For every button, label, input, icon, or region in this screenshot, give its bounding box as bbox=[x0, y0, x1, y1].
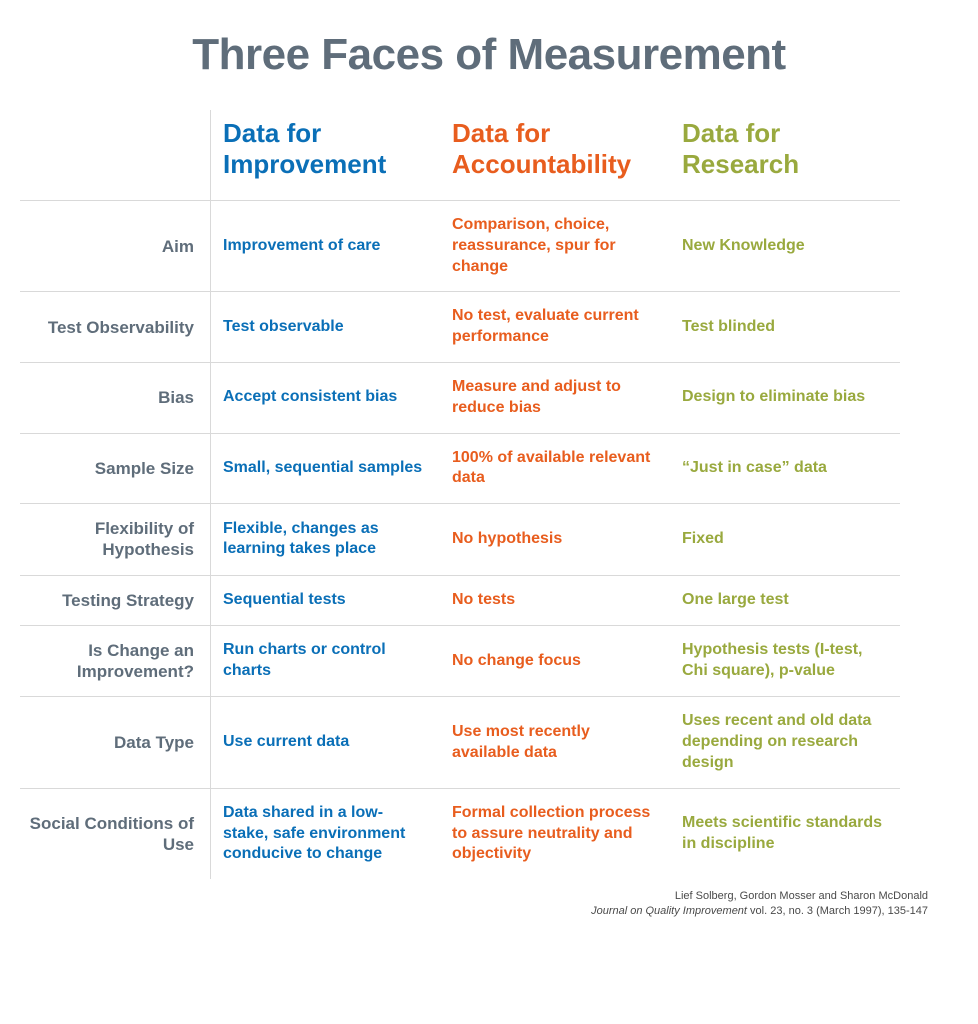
citation-details: vol. 23, no. 3 (March 1997), 135-147 bbox=[747, 905, 928, 917]
cell-improvement: Small, sequential samples bbox=[210, 433, 440, 504]
cell-accountability: Comparison, choice, reassurance, spur fo… bbox=[440, 200, 670, 291]
cell-research: Fixed bbox=[670, 503, 900, 575]
cell-accountability: No change focus bbox=[440, 625, 670, 697]
cell-improvement: Improvement of care bbox=[210, 200, 440, 291]
cell-accountability: No tests bbox=[440, 575, 670, 625]
row-label: Data Type bbox=[20, 696, 210, 787]
citation: Lief Solberg, Gordon Mosser and Sharon M… bbox=[20, 889, 958, 918]
cell-improvement: Sequential tests bbox=[210, 575, 440, 625]
cell-improvement: Use current data bbox=[210, 696, 440, 787]
cell-research: New Knowledge bbox=[670, 200, 900, 291]
citation-authors: Lief Solberg, Gordon Mosser and Sharon M… bbox=[675, 890, 928, 902]
cell-research: Hypothesis tests (I-test, Chi square), p… bbox=[670, 625, 900, 697]
col-header-improvement: Data for Improvement bbox=[210, 110, 440, 200]
cell-accountability: No test, evaluate current performance bbox=[440, 291, 670, 362]
row-label: Test Observability bbox=[20, 291, 210, 362]
cell-research: Test blinded bbox=[670, 291, 900, 362]
row-label: Social Conditions of Use bbox=[20, 788, 210, 879]
cell-improvement: Flexible, changes as learning takes plac… bbox=[210, 503, 440, 575]
cell-accountability: 100% of available relevant data bbox=[440, 433, 670, 504]
cell-improvement: Run charts or control charts bbox=[210, 625, 440, 697]
col-header-accountability: Data for Accountability bbox=[440, 110, 670, 200]
citation-journal: Journal on Quality Improvement bbox=[591, 905, 747, 917]
cell-accountability: Measure and adjust to reduce bias bbox=[440, 362, 670, 433]
comparison-table: Data for Improvement Data for Accountabi… bbox=[20, 110, 958, 879]
row-label: Sample Size bbox=[20, 433, 210, 504]
cell-improvement: Accept consistent bias bbox=[210, 362, 440, 433]
page-title: Three Faces of Measurement bbox=[20, 30, 958, 80]
cell-research: “Just in case” data bbox=[670, 433, 900, 504]
cell-research: Uses recent and old data depending on re… bbox=[670, 696, 900, 787]
row-label: Flexibility of Hypothesis bbox=[20, 503, 210, 575]
col-header-research: Data for Research bbox=[670, 110, 900, 200]
cell-research: One large test bbox=[670, 575, 900, 625]
cell-research: Design to eliminate bias bbox=[670, 362, 900, 433]
row-label: Testing Strategy bbox=[20, 575, 210, 625]
cell-research: Meets scientific standards in discipline bbox=[670, 788, 900, 879]
cell-accountability: No hypothesis bbox=[440, 503, 670, 575]
cell-accountability: Use most recently available data bbox=[440, 696, 670, 787]
row-label: Is Change an Improvement? bbox=[20, 625, 210, 697]
cell-improvement: Data shared in a low-stake, safe environ… bbox=[210, 788, 440, 879]
row-label: Aim bbox=[20, 200, 210, 291]
header-spacer bbox=[20, 110, 210, 200]
row-label: Bias bbox=[20, 362, 210, 433]
cell-accountability: Formal collection process to assure neut… bbox=[440, 788, 670, 879]
cell-improvement: Test observable bbox=[210, 291, 440, 362]
